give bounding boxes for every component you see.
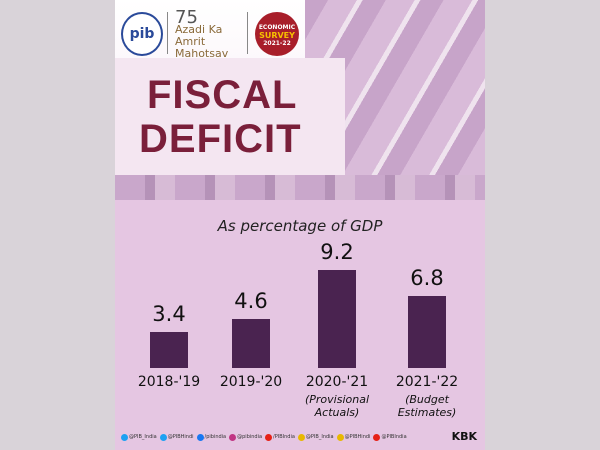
social-handle[interactable]: /pibindia (196, 433, 227, 441)
social-handle[interactable]: @PIBHindi (159, 433, 194, 441)
social-handle[interactable]: @PIBIndia (373, 433, 407, 441)
credit: KBK (451, 430, 477, 443)
divider (247, 12, 248, 54)
koo-icon (297, 433, 305, 441)
social-handle[interactable]: @pibindia (229, 433, 263, 441)
twitter-icon (159, 433, 167, 441)
title-line2: DEFICIT (139, 117, 302, 161)
sharechat-icon (373, 433, 381, 441)
data-label: 4.6 (234, 289, 268, 313)
currency-strip-image (115, 175, 485, 200)
social-handle[interactable]: @PIB_India (121, 433, 157, 441)
data-label: 3.4 (152, 301, 186, 326)
bar (408, 295, 446, 368)
handle-text: @pibindia (237, 434, 263, 440)
category-note: (Provisional Actuals) (304, 393, 370, 419)
survey-line1: ECONOMIC (258, 24, 296, 31)
survey-year: 2021-22 (263, 40, 291, 47)
economic-survey-logo: ECONOMIC SURVEY 2021-22 (255, 12, 299, 56)
azadi-text: Azadi Ka Amrit Mahotsav (175, 23, 229, 60)
twitter-icon (121, 433, 128, 441)
handle-text: @PIBHindi (167, 434, 194, 440)
instagram-icon (229, 433, 237, 441)
koo-icon (336, 433, 344, 441)
category-label: 2019-'20 (219, 374, 283, 390)
azadi-logo: 75 Azadi Ka Amrit Mahotsav (175, 7, 229, 60)
social-handle[interactable]: /PIBIndia (265, 433, 295, 441)
category-label: 2020-'21 (305, 374, 369, 390)
category-note: (Budget Estimates) (397, 393, 457, 419)
facebook-icon (196, 433, 204, 441)
data-label: 9.2 (320, 240, 354, 264)
handle-text: @PIB_India (129, 434, 157, 440)
handle-text: /pibindia (204, 434, 227, 440)
handle-text: @PIBHindi (344, 434, 371, 440)
bar (232, 319, 270, 368)
handle-text: @PIB_India (305, 434, 334, 440)
infographic: pib 75 Azadi Ka Amrit Mahotsav ECONOMIC SU… (115, 0, 485, 450)
pib-logo: pib (121, 12, 163, 56)
category-label: 2018-'19 (137, 374, 201, 390)
chart-title: As percentage of GDP (217, 217, 383, 235)
data-label: 6.8 (410, 265, 444, 290)
social-footer: @PIB_India @PIBHindi/pibindia @pibindia/PI… (115, 428, 485, 446)
divider (167, 12, 168, 54)
category-label: 2021-'22 (395, 374, 459, 390)
youtube-icon (265, 433, 273, 441)
handle-text: @PIBIndia (381, 434, 407, 440)
bar (318, 270, 356, 368)
title-box (115, 58, 345, 175)
social-handle[interactable]: @PIB_India (297, 433, 334, 441)
social-handle[interactable]: @PIBHindi (336, 433, 371, 441)
survey-line2: SURVEY (259, 31, 295, 40)
title-line1: FISCAL (147, 73, 298, 117)
bar (150, 331, 188, 368)
handle-text: /PIBIndia (273, 434, 295, 440)
